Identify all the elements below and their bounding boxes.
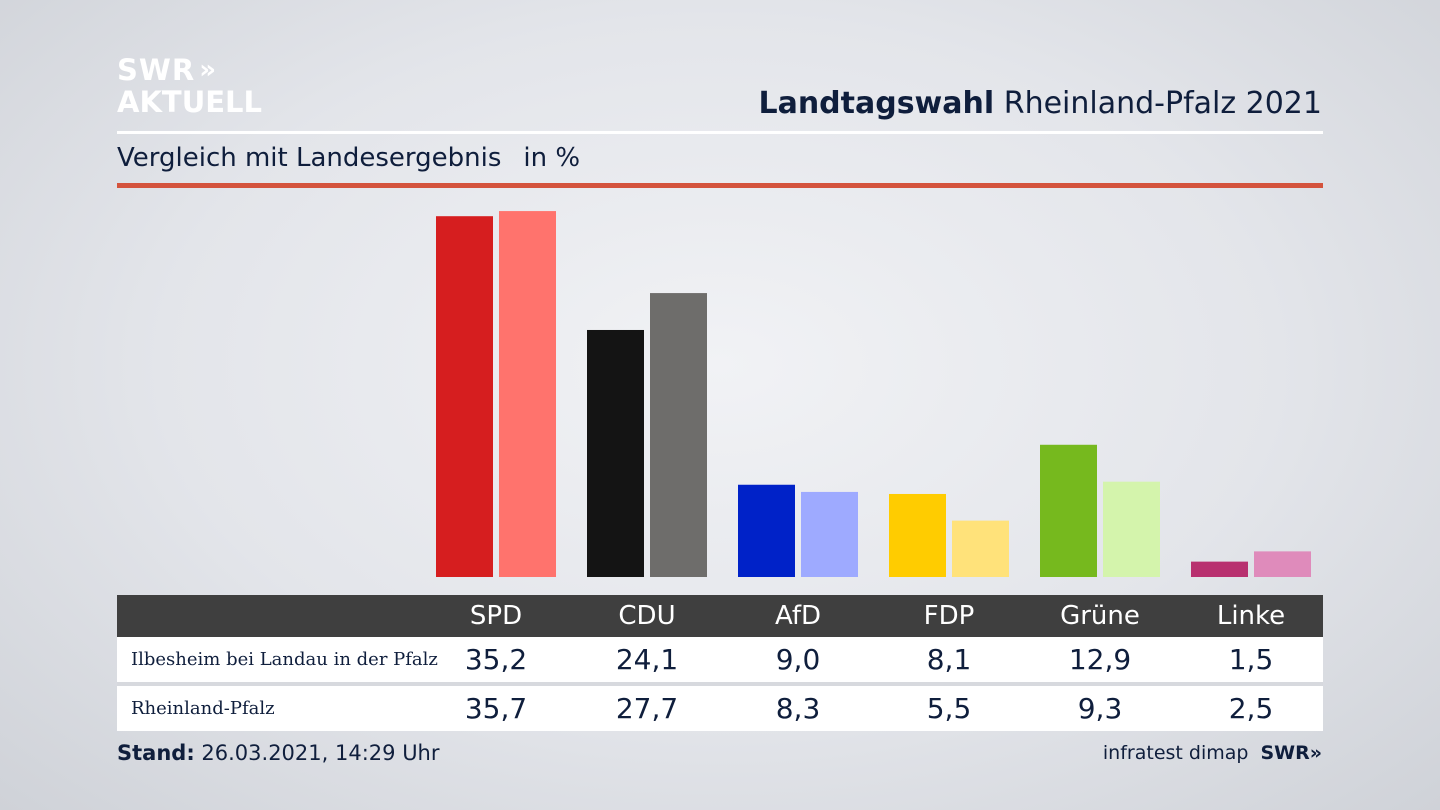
bar-fdp-ilbesheim <box>889 493 946 577</box>
bar-cdu-rheinland-pfalz <box>650 293 707 577</box>
timestamp: Stand: 26.03.2021, 14:29 Uhr <box>117 741 440 765</box>
subtitle-text: Vergleich mit Landesergebnis <box>117 143 502 173</box>
bar-linke-ilbesheim <box>1191 561 1248 577</box>
header-linke: Linke <box>1216 601 1286 631</box>
table-header: SPD CDU AfD FDP Grüne Linke <box>117 595 1323 637</box>
stand-label: Stand: <box>117 741 195 765</box>
value-fdp: 5,5 <box>926 692 972 725</box>
header-gruene: Grüne <box>1060 601 1140 631</box>
stand-value: 26.03.2021, 14:29 Uhr <box>201 741 440 765</box>
row-label: Rheinland-Pfalz <box>131 698 275 719</box>
bar-gruene-ilbesheim <box>1040 444 1097 577</box>
accent-rule <box>117 183 1323 188</box>
chevron-icon: » <box>199 55 216 85</box>
bar-cdu-ilbesheim <box>587 329 644 577</box>
title-divider <box>117 131 1323 134</box>
value-afd: 8,3 <box>775 692 821 725</box>
bar-gruene-rheinland-pfalz <box>1103 481 1160 577</box>
bar-fdp-rheinland-pfalz <box>952 520 1009 577</box>
value-fdp: 8,1 <box>926 643 972 676</box>
header-spd: SPD <box>469 601 523 631</box>
bar-spd-rheinland-pfalz <box>499 211 556 577</box>
table-row: Ilbesheim bei Landau in der Pfalz 35,2 24… <box>117 637 1323 686</box>
value-afd: 9,0 <box>775 643 821 676</box>
value-gruene: 9,3 <box>1077 692 1123 725</box>
row-label: Ilbesheim bei Landau in der Pfalz <box>131 649 438 670</box>
value-linke: 1,5 <box>1228 643 1274 676</box>
logo-swr: SWR <box>117 53 196 87</box>
chart-subtitle: Vergleich mit Landesergebnis in % <box>117 143 580 173</box>
logo-aktuell: AKTUELL <box>117 85 263 119</box>
table-row: Rheinland-Pfalz 35,7 27,7 8,3 5,5 9,3 2,5 <box>117 686 1323 731</box>
swr-aktuell-logo: SWR» AKTUELL <box>117 54 262 118</box>
row-divider <box>117 682 1323 686</box>
value-spd: 35,2 <box>464 643 528 676</box>
source-credit: infratest dimap SWR» <box>1103 742 1322 764</box>
unit-label: in % <box>523 143 581 173</box>
bar-afd-ilbesheim <box>738 484 795 577</box>
value-linke: 2,5 <box>1228 692 1274 725</box>
value-cdu: 24,1 <box>615 643 679 676</box>
page-title: Landtagswahl Rheinland-Pfalz 2021 <box>758 86 1322 121</box>
value-spd: 35,7 <box>464 692 528 725</box>
bar-linke-rheinland-pfalz <box>1254 551 1311 577</box>
title-bold: Landtagswahl <box>758 86 995 121</box>
source-label: infratest dimap <box>1102 742 1249 764</box>
title-rest: Rheinland-Pfalz 2021 <box>1003 86 1322 121</box>
swr-logo: SWR» <box>1260 742 1322 764</box>
bar-afd-rheinland-pfalz <box>801 491 858 577</box>
header-cdu: CDU <box>618 601 676 631</box>
bar-spd-ilbesheim <box>436 216 493 577</box>
value-cdu: 27,7 <box>615 692 679 725</box>
results-table: SPD CDU AfD FDP Grüne Linke Ilbesheim bei Lan… <box>117 595 1323 731</box>
header-afd: AfD <box>774 601 822 631</box>
header-fdp: FDP <box>923 601 975 631</box>
value-gruene: 12,9 <box>1068 643 1132 676</box>
